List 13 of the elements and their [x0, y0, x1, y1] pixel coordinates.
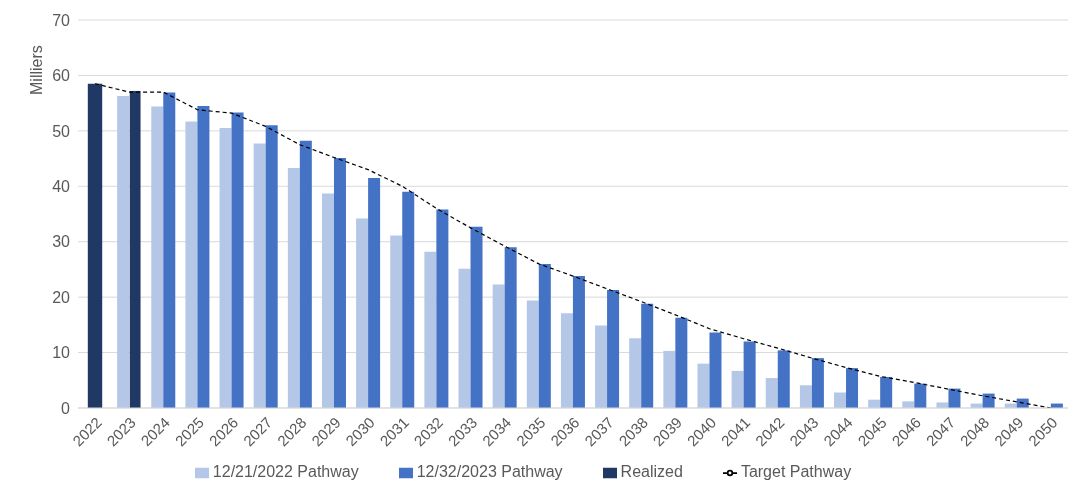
legend-label: Realized [620, 463, 683, 480]
legend-label: Target Pathway [740, 463, 852, 480]
y-axis-title: Milliers [28, 45, 46, 95]
y-tick-label: 10 [52, 344, 71, 362]
y-tick-label: 30 [52, 233, 71, 251]
y-tick-label: 20 [52, 288, 71, 306]
y-tick-label: 0 [61, 399, 71, 417]
y-tick-label: 70 [52, 11, 71, 29]
legend-label: 12/32/2023 Pathway [416, 463, 563, 480]
y-tick-label: 40 [52, 177, 71, 195]
y-tick-label: 50 [52, 122, 71, 140]
y-tick-label: 60 [52, 67, 71, 85]
legend-label: 12/21/2022 Pathway [212, 463, 359, 480]
